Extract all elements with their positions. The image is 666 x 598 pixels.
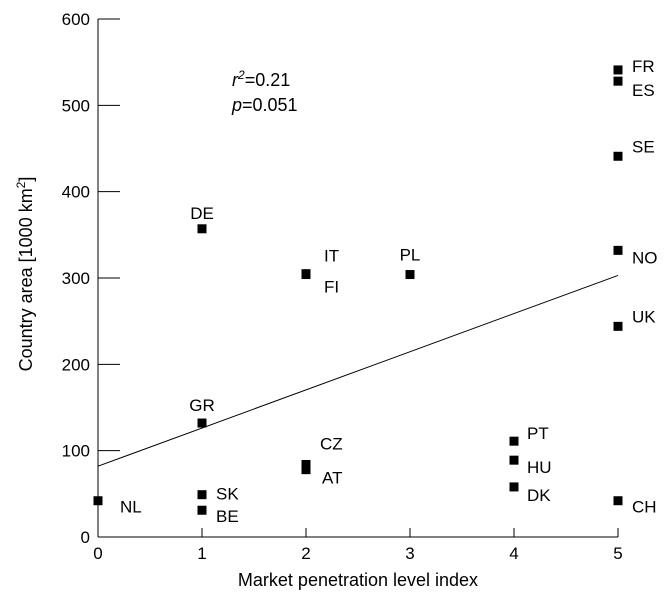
- point-label-pt: PT: [527, 424, 549, 443]
- data-point-cz: [301, 459, 311, 469]
- y-axis-title-sup: 2: [14, 181, 28, 188]
- point-label-es: ES: [632, 81, 655, 100]
- data-point-be: [197, 505, 207, 515]
- data-point-de: [197, 224, 207, 234]
- data-point-es: [613, 76, 623, 86]
- x-tick-label: 2: [301, 544, 310, 563]
- x-axis-title: Market penetration level index: [238, 570, 478, 590]
- y-tick-label: 500: [62, 96, 90, 115]
- y-tick-label: 100: [62, 442, 90, 461]
- point-label-pl: PL: [400, 246, 421, 265]
- x-tick-label: 1: [197, 544, 206, 563]
- data-point-gr: [197, 418, 207, 428]
- point-label-ch: CH: [632, 498, 657, 517]
- point-labels: NL DE GR SK BE IT FI CZ AT PL PT HU DK FR ES SE NO UK CH: [120, 57, 658, 526]
- y-axis-title: Country area [1000 km2]: [14, 177, 36, 372]
- x-tick-label: 4: [509, 544, 518, 563]
- y-tick-label: 200: [62, 355, 90, 374]
- point-label-dk: DK: [527, 486, 551, 505]
- x-ticks: 0 1 2 3 4 5: [93, 528, 623, 563]
- point-label-gr: GR: [189, 396, 215, 415]
- data-point-uk: [613, 321, 623, 331]
- data-point-no: [613, 245, 623, 255]
- y-tick-label: 600: [62, 10, 90, 29]
- data-point-fr: [613, 65, 623, 75]
- p-value: =0.051: [242, 95, 298, 115]
- y-tick-label: 300: [62, 269, 90, 288]
- point-label-be: BE: [216, 507, 239, 526]
- y-axis-title-close: ]: [16, 177, 36, 182]
- r2-symbol: r: [232, 70, 239, 90]
- point-label-at: AT: [322, 469, 342, 488]
- data-points: [93, 65, 623, 515]
- p-symbol: p: [231, 95, 242, 115]
- r2-sup: 2: [237, 68, 245, 82]
- x-tick-label: 3: [405, 544, 414, 563]
- point-label-de: DE: [190, 204, 214, 223]
- data-point-fi: [301, 270, 311, 280]
- data-point-dk: [509, 482, 519, 492]
- p-value-annotation: p=0.051: [231, 95, 298, 115]
- y-tick-label: 0: [81, 528, 90, 547]
- r2-value: =0.21: [245, 70, 291, 90]
- point-label-sk: SK: [216, 485, 239, 504]
- y-axis-title-main: Country area [1000 km: [16, 188, 36, 371]
- data-point-se: [613, 151, 623, 161]
- point-label-se: SE: [632, 137, 655, 156]
- y-ticks: 0 100 200 300 400 500 600: [62, 10, 120, 547]
- data-point-nl: [93, 496, 103, 506]
- point-label-cz: CZ: [320, 434, 343, 453]
- data-point-pl: [405, 270, 415, 280]
- data-point-hu: [509, 455, 519, 465]
- data-point-pt: [509, 436, 519, 446]
- data-point-at: [301, 465, 311, 475]
- point-label-hu: HU: [527, 458, 552, 477]
- point-label-it: IT: [324, 247, 339, 266]
- x-tick-label: 5: [613, 544, 622, 563]
- point-label-uk: UK: [632, 307, 656, 326]
- x-tick-label: 0: [93, 544, 102, 563]
- regression-line: [97, 274, 619, 467]
- data-point-ch: [613, 496, 623, 506]
- y-tick-label: 400: [62, 183, 90, 202]
- r-squared-annotation: r2=0.21: [232, 68, 290, 90]
- point-label-fr: FR: [632, 57, 655, 76]
- data-point-sk: [197, 490, 207, 500]
- point-label-fi: FI: [324, 278, 339, 297]
- point-label-no: NO: [632, 248, 658, 267]
- point-label-nl: NL: [120, 498, 142, 517]
